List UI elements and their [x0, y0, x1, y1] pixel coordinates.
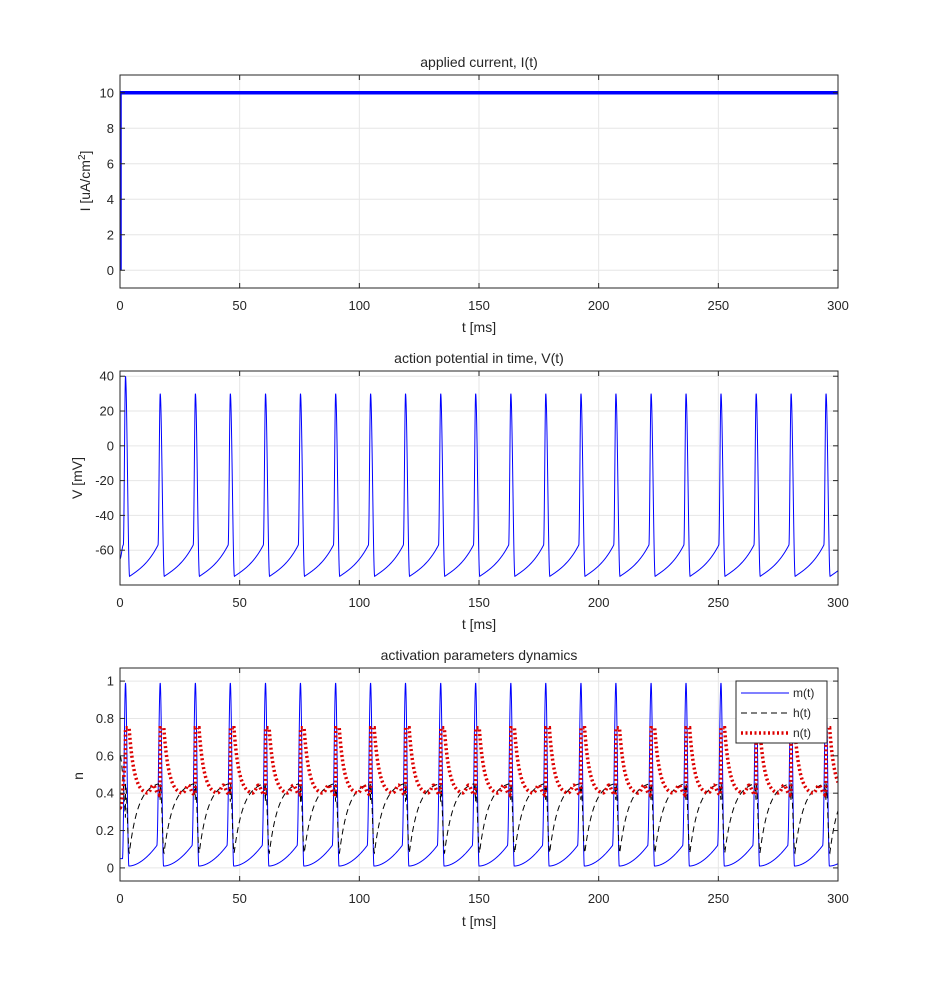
gating-series-h-line — [120, 755, 838, 855]
gating-x-tick-label: 250 — [707, 891, 729, 906]
voltage-title: action potential in time, V(t) — [394, 350, 564, 366]
voltage-axes-frame: 0 50 100 150 200 250 300 -60 -40 -20 0 20 40 — [95, 369, 849, 610]
gating-x-tick-label: 100 — [348, 891, 370, 906]
current-x-tick-label: 250 — [707, 298, 729, 313]
current-y-tick-label: 6 — [107, 156, 114, 171]
current-y-label: I [uA/cm2] — [77, 151, 93, 212]
voltage-x-tick-label: 150 — [468, 595, 490, 610]
voltage-x-tick-label: 250 — [707, 595, 729, 610]
voltage-y-tick-label: -60 — [95, 543, 114, 558]
gating-x-tick-label: 0 — [116, 891, 123, 906]
gating-y-tick-label: 0.2 — [96, 823, 114, 838]
gating-y-label: n — [70, 772, 86, 780]
current-x-label: t [ms] — [462, 319, 496, 335]
gating-y-tick-label: 0.6 — [96, 748, 114, 763]
current-y-tick-label: 0 — [107, 263, 114, 278]
gating-x-tick-label: 150 — [468, 891, 490, 906]
current-plot-area — [120, 91, 838, 271]
voltage-x-tick-label: 200 — [588, 595, 610, 610]
legend-label-h: h(t) — [793, 706, 811, 720]
gating-legend: m(t) h(t) n(t) — [735, 680, 828, 744]
current-panel: applied current, I(t) t [ms] I [uA/cm2] … — [77, 54, 849, 335]
gating-axes-frame: 0 50 100 150 200 250 300 0 0.2 0.4 0.6 0.8 1 — [96, 667, 849, 906]
current-x-tick-label: 50 — [232, 298, 246, 313]
voltage-x-tick-label: 300 — [827, 595, 849, 610]
gating-y-tick-label: 0.8 — [96, 711, 114, 726]
gating-series-n-line — [120, 726, 838, 810]
gating-x-label: t [ms] — [462, 913, 496, 929]
voltage-x-tick-label: 100 — [348, 595, 370, 610]
legend-label-m: m(t) — [793, 686, 814, 700]
legend-label-n: n(t) — [793, 726, 811, 740]
gating-x-tick-label: 50 — [232, 891, 246, 906]
voltage-x-tick-label: 50 — [232, 595, 246, 610]
voltage-y-tick-label: 20 — [100, 404, 114, 419]
current-y-tick-label: 8 — [107, 121, 114, 136]
gating-y-tick-label: 1 — [107, 674, 114, 689]
gating-y-tick-label: 0.4 — [96, 786, 114, 801]
current-x-tick-label: 150 — [468, 298, 490, 313]
gating-series-m-line — [120, 682, 838, 867]
current-x-tick-label: 0 — [116, 298, 123, 313]
gating-panel: activation parameters dynamics t [ms] n … — [70, 647, 849, 929]
current-axes-frame: 0 50 100 150 200 250 300 0 2 4 6 8 10 — [100, 74, 849, 313]
current-title: applied current, I(t) — [420, 54, 538, 70]
gating-y-tick-label: 0 — [107, 860, 114, 875]
current-y-tick-label: 10 — [100, 85, 114, 100]
gating-x-tick-label: 300 — [827, 891, 849, 906]
voltage-x-label: t [ms] — [462, 616, 496, 632]
voltage-y-label: V [mV] — [69, 457, 85, 499]
current-x-tick-label: 200 — [588, 298, 610, 313]
voltage-y-tick-label: -40 — [95, 508, 114, 523]
voltage-x-tick-label: 0 — [116, 595, 123, 610]
gating-title: activation parameters dynamics — [381, 647, 578, 663]
current-y-tick-label: 4 — [107, 192, 114, 207]
gating-plot-area — [120, 682, 838, 867]
voltage-plot-area — [120, 376, 838, 578]
current-x-tick-label: 300 — [827, 298, 849, 313]
voltage-panel: action potential in time, V(t) t [ms] V … — [69, 350, 849, 632]
voltage-y-tick-label: -20 — [95, 473, 114, 488]
gating-x-tick-label: 200 — [588, 891, 610, 906]
voltage-y-tick-label: 0 — [107, 438, 114, 453]
current-series-line — [120, 91, 838, 271]
voltage-series-line — [120, 376, 838, 578]
current-x-tick-label: 100 — [348, 298, 370, 313]
current-y-tick-label: 2 — [107, 227, 114, 242]
voltage-y-tick-label: 40 — [100, 369, 114, 384]
